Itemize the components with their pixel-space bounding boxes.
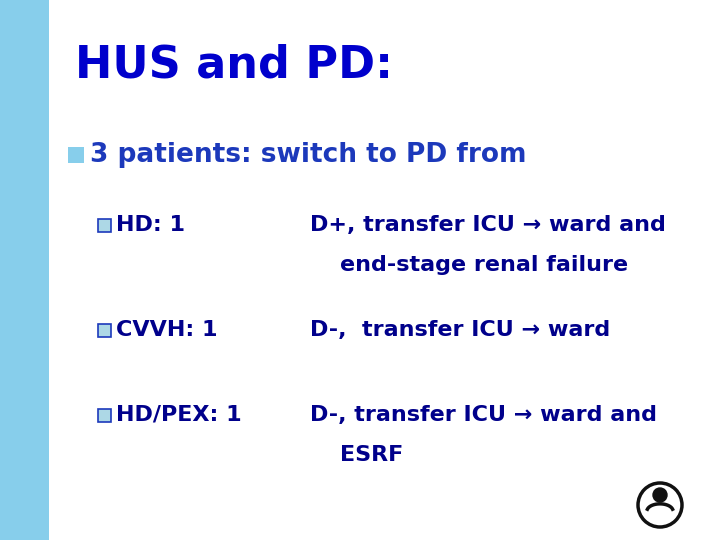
Text: D-,  transfer ICU → ward: D-, transfer ICU → ward <box>310 320 611 340</box>
Text: D-, transfer ICU → ward and: D-, transfer ICU → ward and <box>310 405 657 425</box>
Bar <box>98 219 111 232</box>
Bar <box>98 323 111 336</box>
Bar <box>98 408 111 422</box>
Text: end-stage renal failure: end-stage renal failure <box>340 255 628 275</box>
Text: D+, transfer ICU → ward and: D+, transfer ICU → ward and <box>310 215 666 235</box>
Text: HUS and PD:: HUS and PD: <box>75 44 393 86</box>
Text: ESRF: ESRF <box>340 445 403 465</box>
Bar <box>68 147 84 163</box>
Text: 3 patients: switch to PD from: 3 patients: switch to PD from <box>90 142 526 168</box>
Circle shape <box>653 488 667 502</box>
Text: HD: 1: HD: 1 <box>116 215 185 235</box>
Text: HD/PEX: 1: HD/PEX: 1 <box>116 405 242 425</box>
Text: CVVH: 1: CVVH: 1 <box>116 320 217 340</box>
Bar <box>0 0 49 540</box>
